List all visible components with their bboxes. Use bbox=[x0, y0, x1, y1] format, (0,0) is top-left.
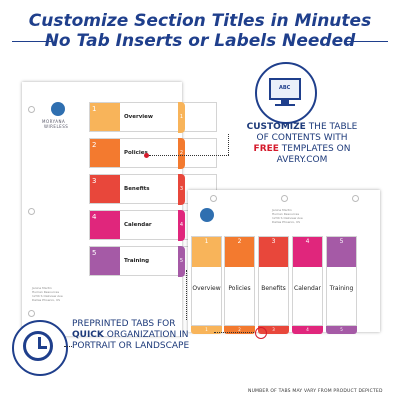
toc-row-benefits: 3 Benefits bbox=[89, 174, 217, 204]
column-label: Overview bbox=[192, 285, 221, 292]
pointer-line-tabs bbox=[186, 270, 187, 320]
monitor-stand bbox=[281, 100, 289, 104]
column-number: 4 bbox=[293, 237, 322, 267]
bottom-tab-2: 2 bbox=[224, 326, 255, 334]
row-number: 4 bbox=[90, 211, 120, 239]
column-label: Training bbox=[329, 285, 354, 292]
callout-accent-quick: QUICK bbox=[72, 330, 104, 340]
toc-column-benefits: 3 Benefits bbox=[258, 236, 289, 326]
row-label: Calendar bbox=[124, 222, 152, 228]
row-label: Training bbox=[124, 258, 150, 264]
pointer-line-policies bbox=[149, 155, 229, 156]
column-number: 2 bbox=[225, 237, 254, 267]
side-tab-3: 3 bbox=[178, 174, 185, 205]
row-label: Policies bbox=[124, 150, 148, 156]
monitor-base bbox=[275, 104, 295, 106]
monitor-text: ABC bbox=[279, 85, 291, 91]
headline-line-1: Customize Section Titles in Minutes bbox=[28, 11, 372, 31]
column-number: 1 bbox=[192, 237, 221, 267]
side-tab-1: 1 bbox=[178, 102, 185, 133]
side-tab-2: 2 bbox=[178, 138, 185, 169]
binder-hole bbox=[28, 106, 35, 113]
toc-column-calendar: 4 Calendar bbox=[292, 236, 323, 326]
logo-icon bbox=[51, 102, 65, 116]
side-tab-4: 4 bbox=[178, 210, 185, 241]
toc-column-overview: 1 Overview bbox=[191, 236, 222, 326]
row-number: 2 bbox=[90, 139, 120, 167]
address-block: Janine Martin Human Resources 1234 S Oak… bbox=[272, 208, 303, 224]
headline-line-2: No Tab Inserts or Labels Needed bbox=[44, 31, 356, 51]
pointer-line-tab bbox=[214, 332, 254, 333]
toc-row-overview: 1 Overview bbox=[89, 102, 217, 132]
binder-hole bbox=[352, 195, 359, 202]
bottom-tab-1: 1 bbox=[191, 326, 222, 334]
binder-hole bbox=[28, 208, 35, 215]
pointer-dot-policies bbox=[144, 153, 149, 158]
computer-icon: ABC bbox=[255, 62, 317, 124]
row-label: Benefits bbox=[124, 186, 150, 192]
pointer-ring-tab bbox=[255, 327, 267, 339]
clock-hand-hour bbox=[38, 337, 41, 348]
toc-row-policies: 2 Policies bbox=[89, 138, 217, 168]
callout-accent-free: FREE bbox=[253, 144, 279, 154]
bottom-tab-3: 3 bbox=[258, 326, 289, 334]
binder-hole bbox=[281, 195, 288, 202]
preprinted-callout: PREPRINTED TABS FOR QUICK ORGANIZATION I… bbox=[72, 319, 190, 351]
logo-text-2: WIRELESS bbox=[44, 124, 69, 129]
column-label: Calendar bbox=[294, 285, 321, 292]
binder-hole bbox=[28, 310, 35, 317]
bottom-tab-4: 4 bbox=[292, 326, 323, 334]
column-number: 5 bbox=[327, 237, 356, 267]
logo-icon bbox=[200, 208, 214, 222]
monitor-icon: ABC bbox=[269, 78, 301, 100]
row-number: 3 bbox=[90, 175, 120, 203]
logo-text-1: MORYANA bbox=[42, 119, 66, 124]
row-number: 5 bbox=[90, 247, 120, 275]
side-tab-5: 5 bbox=[178, 246, 185, 277]
bottom-tab-5: 5 bbox=[326, 326, 357, 334]
landscape-divider-sheet: Janine Martin Human Resources 1234 S Oak… bbox=[188, 190, 380, 334]
pointer-line-policies-vertical bbox=[228, 134, 229, 155]
callout-accent-customize: CUSTOMIZE bbox=[246, 122, 306, 132]
clock-icon bbox=[12, 320, 68, 376]
clock-hand-minute bbox=[38, 346, 47, 349]
address-block: Janine Martin Human Resources 1234 S Oak… bbox=[32, 286, 63, 302]
clock-face bbox=[23, 331, 53, 361]
toc-column-policies: 2 Policies bbox=[224, 236, 255, 326]
headline-rule-right bbox=[346, 41, 388, 42]
portrait-divider-sheet: MORYANA WIRELESS Janine Martin Human Res… bbox=[22, 82, 217, 336]
binder-hole bbox=[210, 195, 217, 202]
column-label: Policies bbox=[228, 285, 251, 292]
column-number: 3 bbox=[259, 237, 288, 267]
row-number: 1 bbox=[90, 103, 120, 131]
headline-rule-left bbox=[12, 41, 52, 42]
column-label: Benefits bbox=[261, 285, 286, 292]
footnote: NUMBER OF TABS MAY VARY FROM PRODUCT DEP… bbox=[248, 389, 383, 394]
callout-connector bbox=[64, 346, 72, 347]
customize-callout: CUSTOMIZE THE TABLE OF CONTENTS WITH FRE… bbox=[246, 122, 358, 165]
row-label: Overview bbox=[124, 114, 153, 120]
toc-column-training: 5 Training bbox=[326, 236, 357, 326]
